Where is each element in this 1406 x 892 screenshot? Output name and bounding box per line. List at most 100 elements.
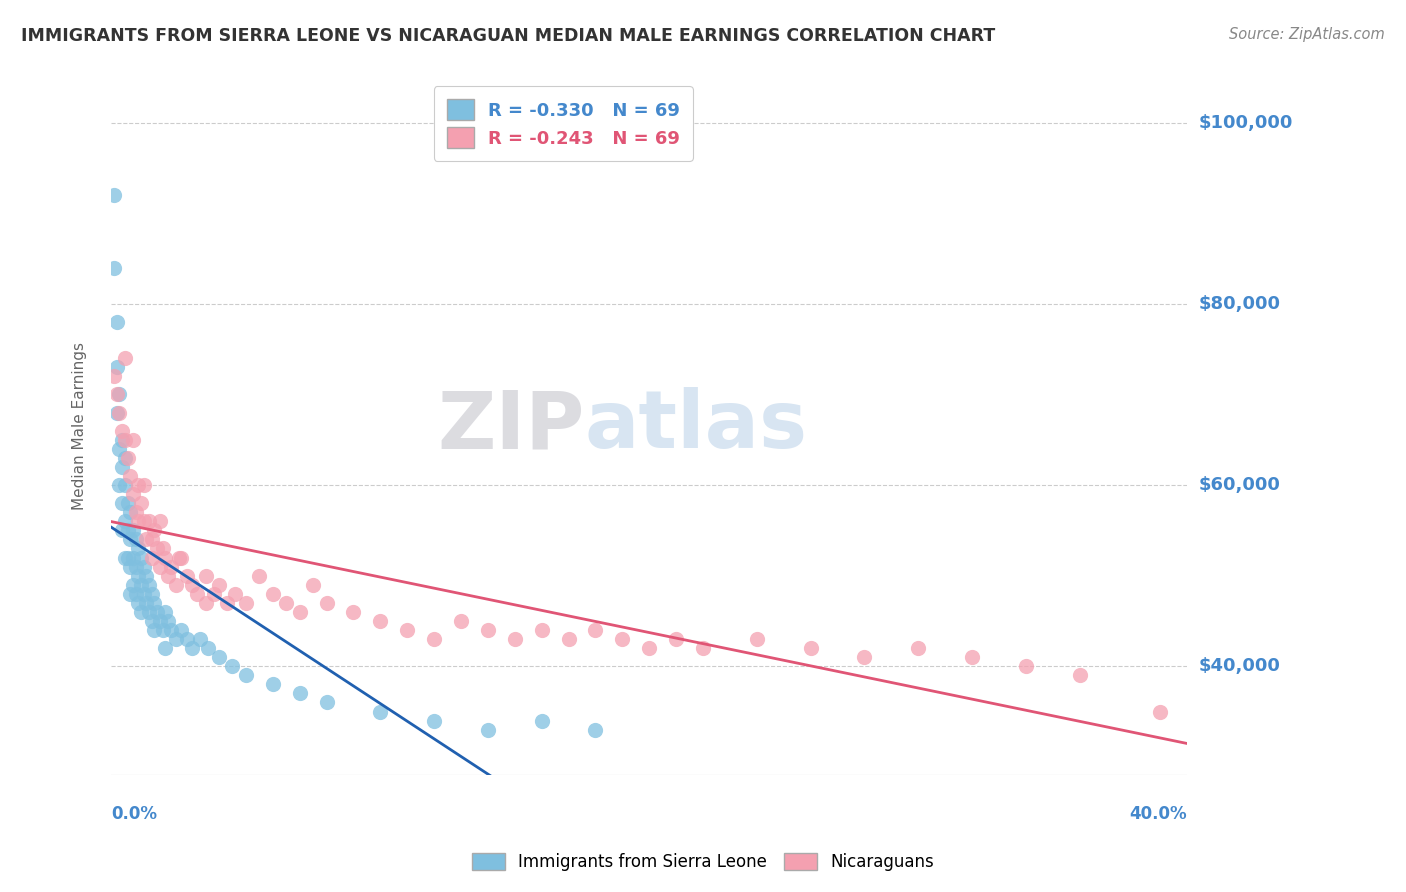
Point (155, 605, 177, 619)
Point (315, 596, 337, 610)
Point (288, 686, 311, 700)
Point (186, 587, 208, 601)
Text: $40,000: $40,000 (1198, 657, 1279, 675)
Point (143, 623, 166, 637)
Point (530, 623, 553, 637)
Point (155, 550, 177, 565)
Point (907, 641, 929, 656)
Text: ZIP: ZIP (437, 387, 585, 466)
Point (103, 369, 125, 384)
Point (235, 596, 257, 610)
Point (103, 188, 125, 202)
Text: atlas: atlas (585, 387, 808, 466)
Point (141, 533, 163, 547)
Point (132, 478, 155, 492)
Point (235, 668, 257, 682)
Point (612, 632, 634, 646)
Point (132, 587, 155, 601)
Point (477, 723, 499, 737)
Point (103, 260, 125, 275)
Point (122, 487, 145, 501)
Point (135, 596, 157, 610)
Point (114, 514, 136, 528)
Point (450, 614, 472, 628)
Point (120, 469, 142, 483)
Point (132, 559, 155, 574)
Point (141, 550, 163, 565)
Point (108, 387, 131, 401)
Text: 40.0%: 40.0% (1129, 805, 1187, 823)
Point (181, 641, 204, 656)
Point (146, 541, 169, 556)
Point (122, 550, 145, 565)
Point (149, 559, 172, 574)
Point (117, 450, 139, 465)
Point (138, 514, 160, 528)
Point (105, 360, 128, 375)
Point (129, 550, 152, 565)
Point (149, 614, 172, 628)
Text: Source: ZipAtlas.com: Source: ZipAtlas.com (1229, 27, 1385, 42)
Point (108, 478, 131, 492)
Point (665, 632, 688, 646)
Point (122, 433, 145, 447)
Point (127, 514, 149, 528)
Point (108, 442, 131, 456)
Point (215, 596, 238, 610)
Point (262, 677, 284, 691)
Point (108, 406, 131, 420)
Point (170, 550, 193, 565)
Point (530, 714, 553, 728)
Point (302, 577, 325, 591)
Point (585, 623, 607, 637)
Point (114, 550, 136, 565)
Point (138, 577, 160, 591)
Point (638, 641, 661, 656)
Point (1149, 705, 1171, 719)
Point (159, 559, 181, 574)
Point (146, 605, 169, 619)
Point (141, 614, 163, 628)
Text: IMMIGRANTS FROM SIERRA LEONE VS NICARAGUAN MEDIAN MALE EARNINGS CORRELATION CHAR: IMMIGRANTS FROM SIERRA LEONE VS NICARAGU… (21, 27, 995, 45)
Point (124, 505, 146, 519)
Point (105, 315, 128, 329)
Point (149, 514, 172, 528)
Point (152, 541, 174, 556)
Point (111, 459, 134, 474)
Point (127, 478, 149, 492)
Text: 0.0%: 0.0% (111, 805, 157, 823)
Text: $80,000: $80,000 (1198, 295, 1281, 313)
Point (120, 505, 142, 519)
Point (141, 587, 163, 601)
Legend: R = -0.330   N = 69, R = -0.243   N = 69: R = -0.330 N = 69, R = -0.243 N = 69 (434, 87, 693, 161)
Point (156, 568, 179, 582)
Point (221, 659, 243, 673)
Point (114, 351, 136, 366)
Point (194, 596, 217, 610)
Point (117, 496, 139, 510)
Point (247, 568, 270, 582)
Point (120, 587, 142, 601)
Point (127, 541, 149, 556)
Point (960, 650, 983, 665)
Point (143, 596, 166, 610)
Point (202, 587, 225, 601)
Point (170, 623, 193, 637)
Point (114, 450, 136, 465)
Point (155, 641, 177, 656)
Text: $60,000: $60,000 (1198, 476, 1279, 494)
Point (135, 568, 157, 582)
Point (188, 632, 211, 646)
Point (127, 568, 149, 582)
Point (105, 387, 128, 401)
Point (276, 596, 298, 610)
Point (800, 641, 823, 656)
Point (129, 577, 152, 591)
Point (138, 605, 160, 619)
Point (114, 433, 136, 447)
Point (208, 577, 231, 591)
Point (342, 605, 364, 619)
Point (745, 632, 768, 646)
Point (423, 714, 446, 728)
Point (1069, 668, 1091, 682)
